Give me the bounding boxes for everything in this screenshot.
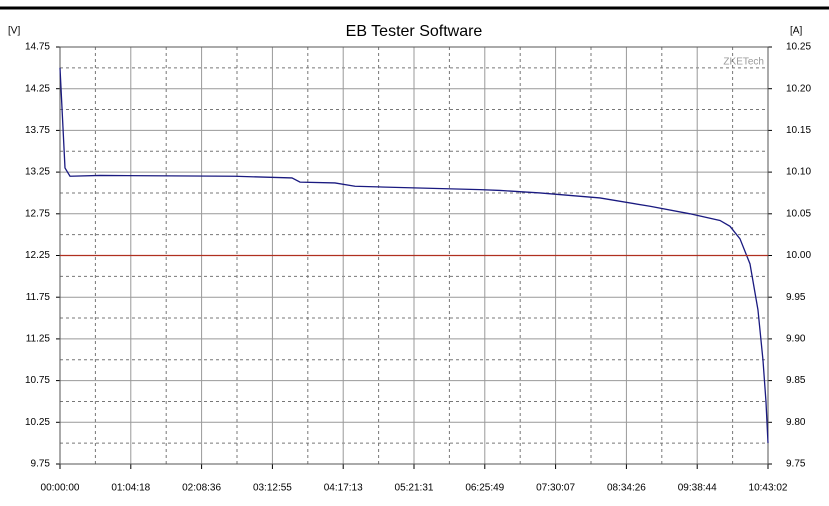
- y-tick-label: 12.25: [25, 250, 50, 261]
- y2-tick-label: 9.75: [786, 459, 806, 470]
- y2-tick-label: 9.95: [786, 292, 806, 303]
- y-tick-label: 11.75: [26, 292, 51, 303]
- y2-tick-label: 10.05: [786, 208, 811, 219]
- y2-tick-label: 9.80: [786, 417, 806, 428]
- y2-tick-label: 9.85: [786, 375, 806, 386]
- y-tick-label: 12.75: [25, 208, 50, 219]
- x-tick-label: 10:43:02: [749, 483, 788, 494]
- x-tick-label: 09:38:44: [678, 483, 717, 494]
- y-tick-label: 10.25: [25, 417, 50, 428]
- y-tick-label: 13.25: [25, 167, 50, 178]
- y2-tick-label: 10.25: [786, 42, 811, 53]
- x-tick-label: 06:25:49: [465, 483, 504, 494]
- x-tick-label: 01:04:18: [111, 483, 150, 494]
- y2-tick-label: 10.15: [786, 125, 811, 136]
- x-tick-label: 08:34:26: [607, 483, 646, 494]
- x-tick-label: 04:17:13: [324, 483, 363, 494]
- y-axis-label: [V]: [8, 26, 20, 37]
- y-tick-label: 14.25: [25, 83, 50, 94]
- y-tick-label: 13.75: [25, 125, 50, 136]
- y-tick-label: 9.75: [31, 459, 51, 470]
- series-line: [59, 67, 769, 444]
- y-tick-label: 14.75: [25, 42, 50, 53]
- x-tick-label: 07:30:07: [536, 483, 575, 494]
- chart-title: EB Tester Software: [346, 23, 483, 40]
- x-tick-label: 03:12:55: [253, 483, 292, 494]
- y-tick-label: 11.25: [26, 334, 51, 345]
- y2-axis-label: [A]: [790, 26, 802, 37]
- y2-tick-label: 10.20: [786, 83, 811, 94]
- x-tick-label: 05:21:31: [395, 483, 434, 494]
- y2-tick-label: 9.90: [786, 334, 806, 345]
- x-tick-label: 02:08:36: [182, 483, 221, 494]
- watermark: ZKETech: [723, 57, 764, 68]
- x-tick-label: 00:00:00: [41, 483, 80, 494]
- y2-tick-label: 10.00: [786, 250, 811, 261]
- y-tick-label: 10.75: [25, 375, 50, 386]
- y2-tick-label: 10.10: [786, 167, 811, 178]
